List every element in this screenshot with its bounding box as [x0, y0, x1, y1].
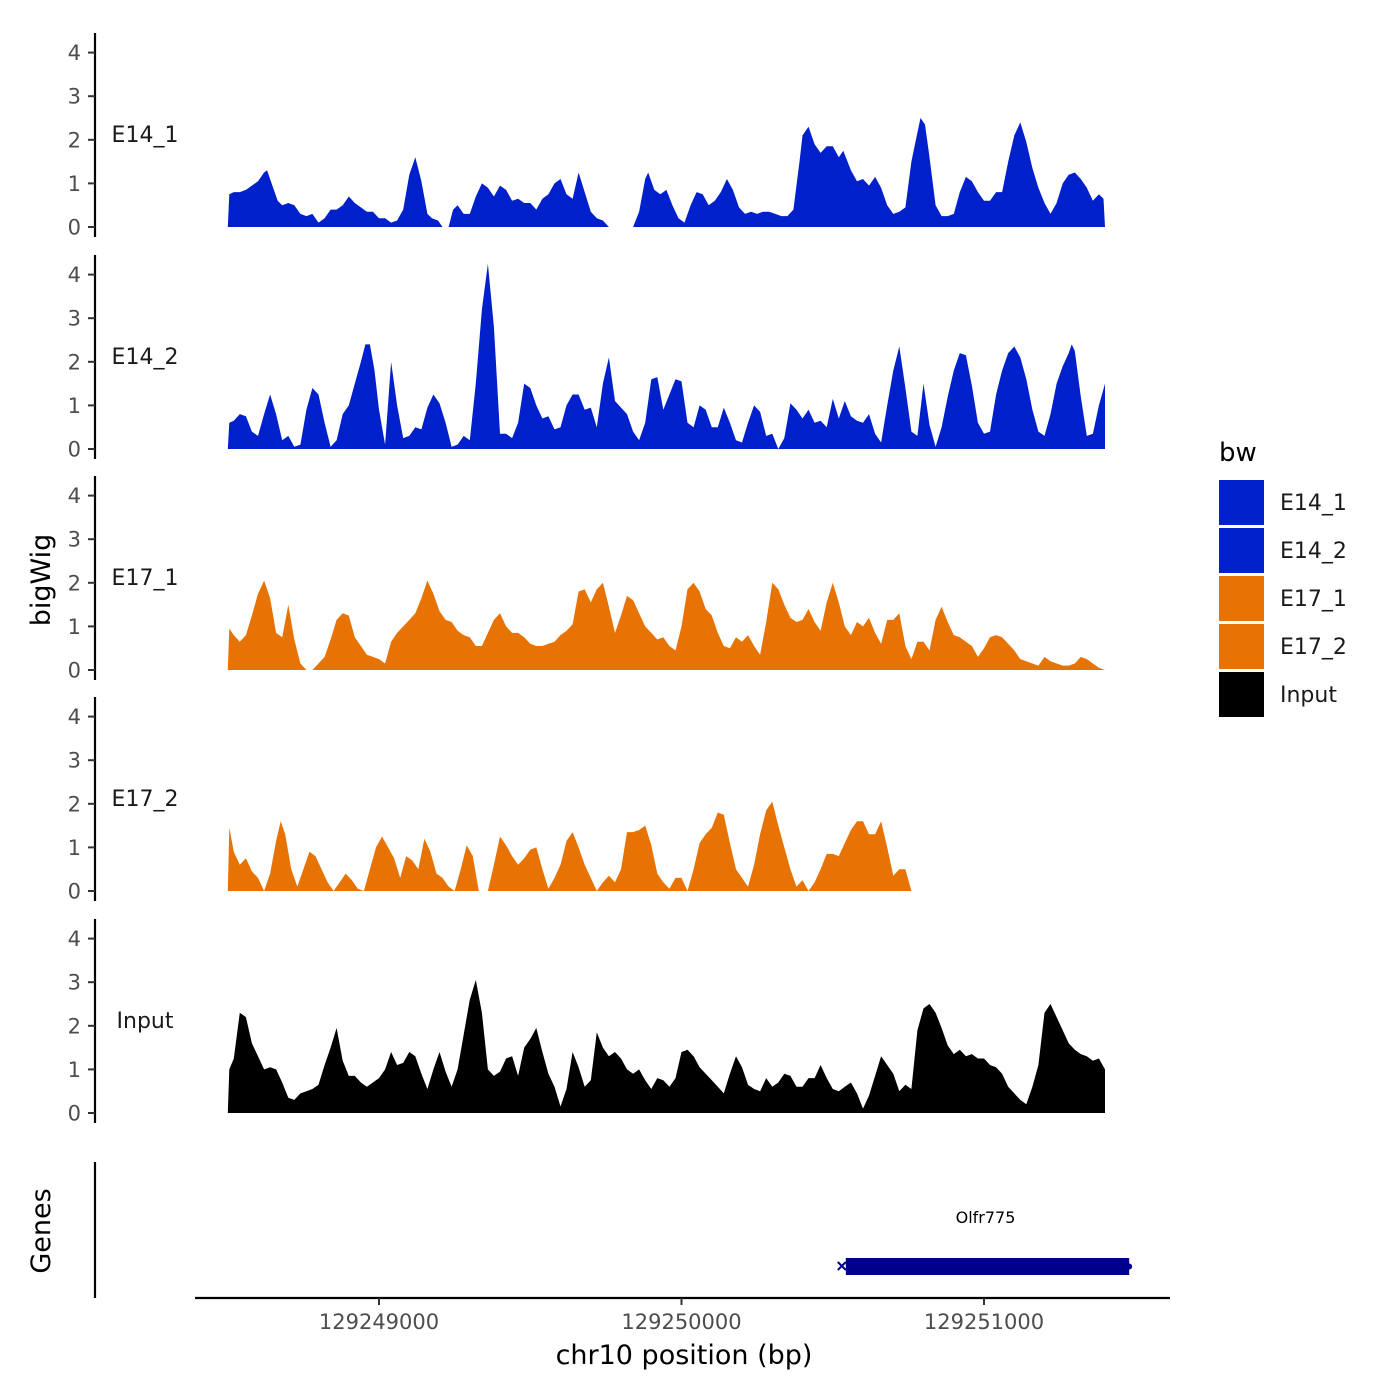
y-tick-label: 1: [68, 836, 81, 860]
y-tick-label: 2: [68, 571, 81, 595]
y-tick-label: 0: [68, 1102, 81, 1126]
legend-swatch: [1219, 480, 1264, 525]
area-e14-1: [227, 118, 1106, 227]
genes-panel-title: Genes: [26, 1188, 57, 1273]
y-tick-label: 0: [68, 659, 81, 683]
y-tick-label: 0: [68, 216, 81, 240]
y-tick-label: 1: [68, 1058, 81, 1082]
y-tick-label: 4: [68, 41, 81, 65]
track-e17-1: 0 1 2 3 4 E17_1: [68, 475, 1106, 683]
track-e17-2: 0 1 2 3 4 E17_2: [68, 696, 912, 904]
legend-item-e17-2: E17_2: [1219, 624, 1347, 669]
y-tick-label: 4: [68, 927, 81, 951]
area-input: [227, 980, 1106, 1113]
track-label-e14-1: E14_1: [112, 123, 179, 148]
track-e14-2: 0 1 2 3 4 E14_2: [68, 254, 1106, 462]
y-tick-label: 1: [68, 172, 81, 196]
x-axis-title: chr10 position (bp): [556, 1340, 813, 1371]
y-tick-label: 3: [68, 528, 81, 552]
legend-label: Input: [1280, 683, 1337, 708]
track-label-e17-1: E17_1: [112, 566, 179, 591]
legend-label: E14_2: [1280, 539, 1347, 564]
y-tick-label: 2: [68, 1014, 81, 1038]
legend: bw E14_1 E14_2 E17_1 E17_2 Input: [1219, 438, 1347, 717]
legend-swatch: [1219, 624, 1264, 669]
y-tick-label: 0: [68, 438, 81, 462]
x-tick-label: 129251000: [924, 1310, 1044, 1334]
legend-title: bw: [1219, 438, 1257, 468]
legend-item-e14-1: E14_1: [1219, 480, 1347, 525]
legend-swatch: [1219, 528, 1264, 573]
gene-body: [845, 1258, 1130, 1275]
y-axis-title: bigWig: [26, 534, 57, 627]
area-e14-2: [227, 263, 1106, 449]
y-tick-label: 2: [68, 350, 81, 374]
y-tick-label: 4: [68, 484, 81, 508]
y-tick-label: 3: [68, 307, 81, 331]
track-label-e14-2: E14_2: [112, 345, 179, 370]
track-e14-1: 0 1 2 3 4 E14_1: [68, 32, 1106, 240]
y-tick-label: 2: [68, 792, 81, 816]
legend-label: E17_2: [1280, 635, 1347, 660]
track-input: 0 1 2 3 4 Input: [68, 918, 1106, 1126]
legend-label: E14_1: [1280, 491, 1347, 516]
legend-item-input: Input: [1219, 672, 1337, 717]
tracks-layer: 0 1 2 3 4 E14_1 0 1 2 3 4 E14_2 0 1 2 3 4 E17_1 0 1 2 3 4 E17_2…: [68, 32, 1106, 1126]
y-tick-label: 3: [68, 971, 81, 995]
x-axis: 129249000 129250000 129251000: [195, 1296, 1170, 1334]
legend-label: E17_1: [1280, 587, 1347, 612]
y-tick-label: 4: [68, 263, 81, 287]
area-e17-2: [227, 801, 912, 891]
y-tick-label: 1: [68, 394, 81, 418]
y-tick-label: 0: [68, 880, 81, 904]
legend-swatch: [1219, 576, 1264, 621]
y-tick-label: 4: [68, 705, 81, 729]
legend-item-e17-1: E17_1: [1219, 576, 1347, 621]
area-e17-1: [227, 580, 1106, 670]
legend-swatch: [1219, 672, 1264, 717]
y-tick-label: 3: [68, 749, 81, 773]
gene-start-marker: [837, 1261, 847, 1271]
gene-label: Olfr775: [956, 1208, 1016, 1227]
x-tick-label: 129250000: [621, 1310, 741, 1334]
gene-olfr775: Olfr775: [837, 1208, 1133, 1275]
gene-end-marker: [1126, 1263, 1133, 1270]
x-tick-label: 129249000: [319, 1310, 439, 1334]
track-label-input: Input: [117, 1009, 174, 1034]
y-tick-label: 2: [68, 128, 81, 152]
y-tick-label: 1: [68, 615, 81, 639]
genes-panel: Olfr775: [93, 1162, 1133, 1298]
legend-item-e14-2: E14_2: [1219, 528, 1347, 573]
y-tick-label: 3: [68, 85, 81, 109]
track-label-e17-2: E17_2: [112, 787, 179, 812]
